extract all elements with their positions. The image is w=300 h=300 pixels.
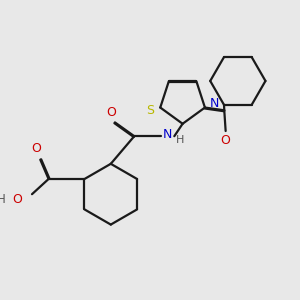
Text: H: H	[0, 193, 6, 206]
Text: S: S	[147, 104, 154, 117]
Text: H: H	[176, 135, 184, 145]
Text: O: O	[221, 134, 231, 147]
Text: O: O	[106, 106, 116, 119]
Text: N: N	[163, 128, 172, 141]
Text: N: N	[210, 97, 219, 110]
Text: O: O	[31, 142, 41, 155]
Text: O: O	[12, 193, 22, 206]
